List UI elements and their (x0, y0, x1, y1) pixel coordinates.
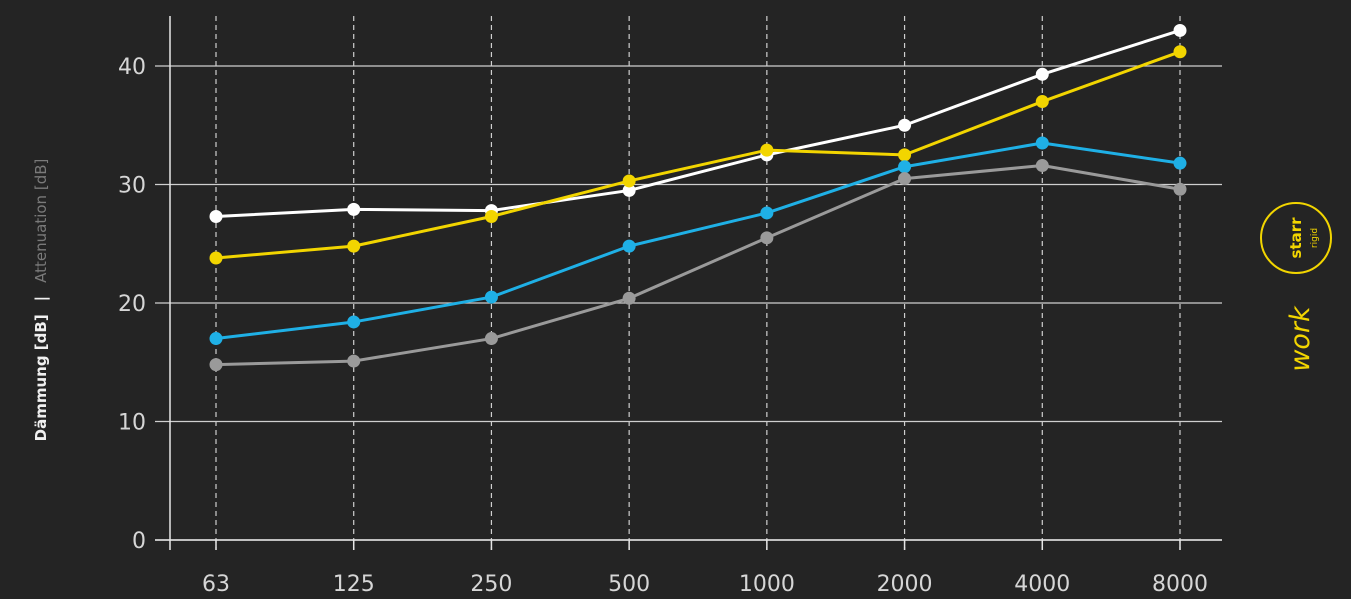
series-1-point-63 (209, 251, 223, 265)
series-1-point-500 (622, 174, 636, 188)
y-tick-labels: 0 10 20 30 40 (118, 55, 146, 554)
series-3-point-63 (209, 358, 223, 372)
y-tick-label-40: 40 (118, 55, 146, 80)
vertical-gridlines (215, 16, 1181, 550)
series-2-point-2000 (898, 160, 912, 174)
series-lines (209, 23, 1187, 372)
series-3-point-125 (347, 354, 361, 368)
x-tick-label-2000: 2000 (877, 572, 933, 597)
badge-label-rigid: rigid (1310, 228, 1320, 248)
series-2-point-63 (209, 332, 223, 346)
y-axis-label-primary: Dämmung [dB] (32, 314, 50, 441)
series-1-point-4000 (1035, 95, 1049, 109)
series-3-point-500 (622, 291, 636, 305)
series-1-point-8000 (1173, 45, 1187, 59)
y-tick-label-10: 10 (118, 411, 146, 436)
series-2-point-4000 (1035, 136, 1049, 150)
series-3-point-2000 (898, 172, 912, 186)
badge-label-starr: starr (1287, 217, 1305, 259)
series-3-point-4000 (1035, 159, 1049, 173)
x-tick-label-125: 125 (333, 572, 375, 597)
series-line-2 (215, 141, 1181, 341)
x-tick-label-500: 500 (608, 572, 650, 597)
series-3-point-1000 (760, 231, 774, 245)
series-2-point-8000 (1173, 156, 1187, 170)
series-1-point-125 (347, 239, 361, 253)
horizontal-gridlines (155, 65, 1222, 541)
series-3-point-8000 (1173, 182, 1187, 196)
x-tick-label-8000: 8000 (1152, 572, 1208, 597)
badge-word-work: work (1285, 305, 1316, 372)
y-axis-label-secondary: Attenuation [dB] (32, 159, 50, 283)
x-tick-label-63: 63 (202, 572, 230, 597)
series-3-point-250 (484, 332, 498, 346)
x-tick-label-4000: 4000 (1014, 572, 1070, 597)
series-0-point-4000 (1035, 67, 1049, 81)
series-0-point-125 (347, 202, 361, 216)
series-line-0 (215, 29, 1181, 218)
x-tick-label-1000: 1000 (739, 572, 795, 597)
series-0-point-2000 (898, 118, 912, 132)
x-tick-label-250: 250 (470, 572, 512, 597)
series-0-point-500 (622, 183, 636, 197)
y-tick-label-0: 0 (132, 529, 146, 554)
series-1-point-2000 (898, 148, 912, 162)
y-axis-label-separator: | (32, 296, 51, 301)
series-2-point-250 (484, 290, 498, 304)
y-tick-label-20: 20 (118, 292, 146, 317)
series-1-point-1000 (760, 143, 774, 157)
brand-badge: starr rigid work (1260, 202, 1332, 372)
series-line-3 (215, 164, 1181, 367)
series-0-point-8000 (1173, 23, 1187, 37)
badge-circle (1260, 202, 1332, 274)
y-axis-label: Dämmung [dB] | Attenuation [dB] (32, 159, 51, 442)
series-2-point-500 (622, 239, 636, 253)
series-line-1 (215, 50, 1181, 260)
series-2-point-1000 (760, 206, 774, 220)
axes (155, 16, 1222, 550)
series-1-point-250 (484, 209, 498, 223)
x-tick-labels: 63 125 250 500 1000 2000 4000 8000 (202, 572, 1208, 597)
series-2-point-125 (347, 315, 361, 329)
y-tick-label-30: 30 (118, 174, 146, 199)
series-0-point-63 (209, 209, 223, 223)
